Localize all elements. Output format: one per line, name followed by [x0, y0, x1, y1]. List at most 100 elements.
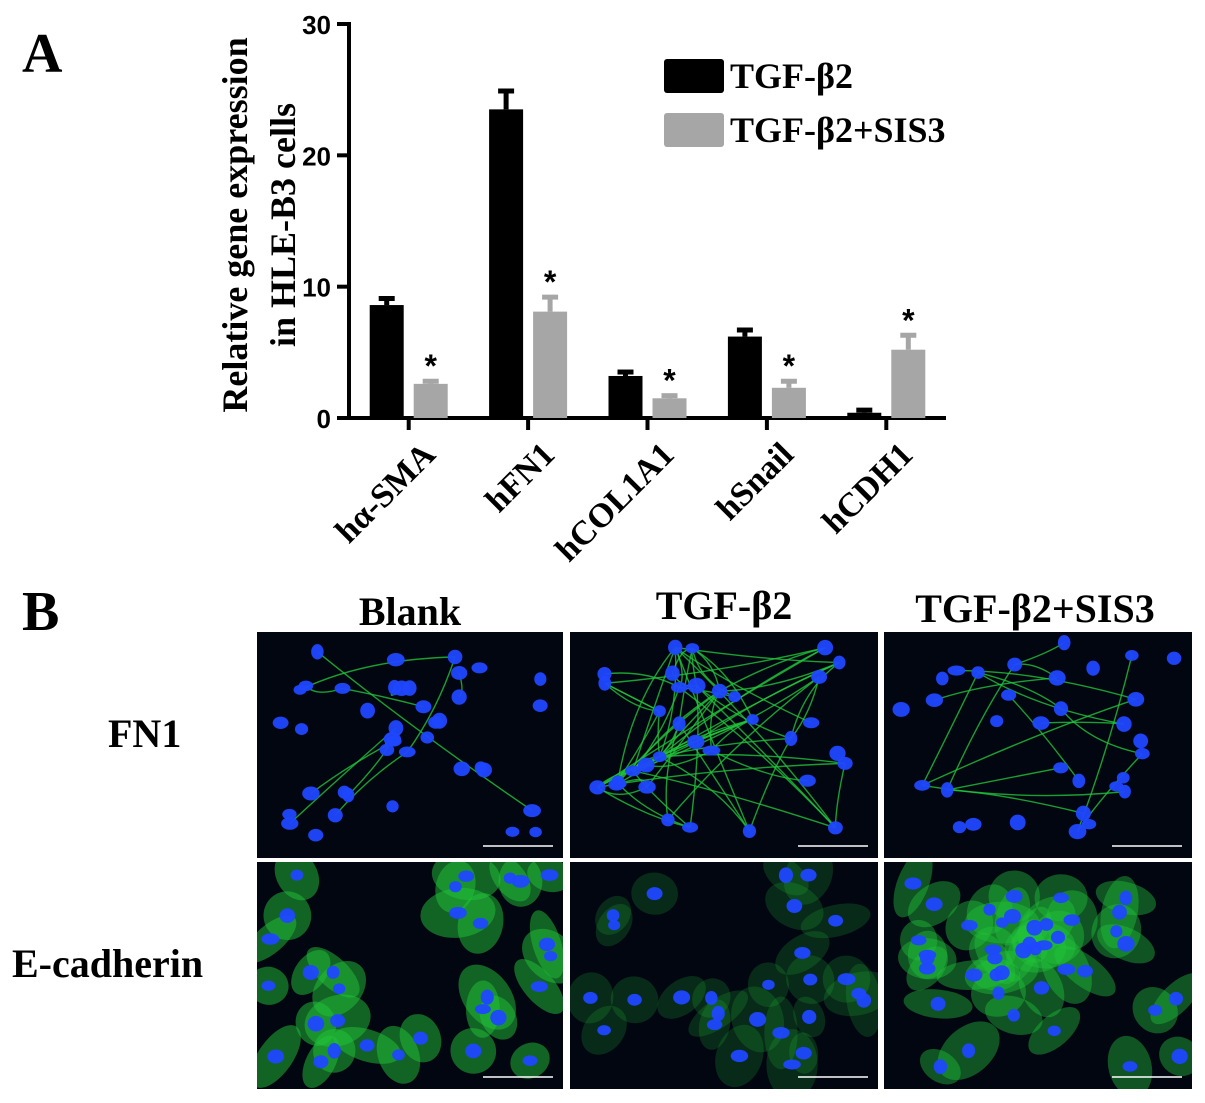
fibronectin-strand: [790, 661, 840, 739]
micrograph-image: [893, 862, 1192, 1089]
cell-nucleus: [637, 757, 655, 773]
micrograph-image: [570, 862, 878, 1089]
column-header-tgf-b2: TGF-β2: [655, 583, 793, 628]
cell-nucleus: [992, 986, 1005, 1000]
cell-nucleus: [1026, 919, 1043, 936]
cell-nucleus: [1004, 909, 1021, 924]
legend-swatch-tgf-b2-sis3: [664, 113, 724, 147]
cell-nucleus: [653, 705, 666, 718]
cell-nucleus: [451, 666, 468, 680]
cell-nucleus: [837, 756, 853, 770]
cell-nucleus: [682, 822, 699, 833]
cell-nucleus: [762, 979, 775, 990]
fibronectin-strand: [617, 710, 661, 782]
cell-nucleus: [800, 868, 817, 882]
micrograph-fn1-blank: [257, 632, 563, 858]
cell-cytoplasm: [766, 1029, 818, 1089]
cell-nucleus: [817, 639, 834, 656]
cell-nucleus: [458, 870, 475, 882]
cell-nucleus: [332, 983, 346, 995]
cell-nucleus: [961, 919, 978, 931]
cell-nucleus: [453, 761, 471, 777]
cell-nucleus: [1081, 818, 1097, 830]
cell-nucleus: [359, 1039, 375, 1052]
cell-nucleus: [687, 734, 705, 750]
cell-nucleus: [1007, 657, 1023, 672]
column-header-tgf-b2-sis3: TGF-β2+SIS3: [915, 586, 1155, 631]
cell-nucleus: [803, 973, 818, 986]
bar: [847, 412, 882, 418]
fibronectin-strand: [674, 646, 812, 724]
cell-nucleus: [687, 677, 706, 694]
bar: [369, 305, 404, 418]
cell-nucleus: [990, 715, 1004, 728]
cell-nucleus: [393, 680, 410, 697]
cell-nucleus: [661, 813, 675, 827]
cell-nucleus: [281, 817, 299, 830]
cell-nucleus: [290, 869, 304, 881]
bar: [533, 311, 568, 418]
cell-nucleus: [1039, 918, 1054, 931]
fibronectin-strand: [316, 651, 533, 812]
cell-nucleus: [298, 680, 314, 692]
cell-nucleus: [1133, 733, 1149, 749]
cell-nucleus: [1053, 701, 1069, 717]
cell-nucleus: [705, 990, 718, 1005]
cell-nucleus: [313, 1055, 329, 1069]
cell-nucleus: [665, 665, 680, 681]
fibronectin-strand: [1014, 642, 1065, 666]
cell-nucleus: [811, 669, 828, 684]
cell-nucleus: [746, 714, 759, 725]
cell-nucleus: [749, 1011, 767, 1027]
cell-nucleus: [272, 716, 289, 729]
cell-nucleus: [1119, 890, 1133, 906]
cell-nucleus: [627, 993, 642, 1006]
cell-nucleus: [730, 1049, 749, 1063]
cell-nucleus: [711, 1005, 725, 1022]
cell-nucleus: [1005, 889, 1023, 903]
cell-nucleus: [910, 935, 927, 946]
fibronectin-strand: [719, 661, 840, 692]
cell-nucleus: [711, 683, 728, 699]
cell-nucleus: [971, 666, 985, 679]
y-tick-label: 30: [302, 10, 331, 40]
cell-nucleus: [589, 780, 606, 795]
cell-nucleus: [728, 691, 741, 703]
micrograph-image: [272, 644, 553, 847]
cell-nucleus: [1116, 716, 1132, 732]
cell-nucleus: [1127, 691, 1145, 707]
cell-nucleus: [936, 671, 949, 686]
x-tick-label: hFN1: [479, 436, 563, 520]
cell-nucleus: [940, 782, 954, 798]
cell-nucleus: [1053, 892, 1069, 904]
y-tick-label: 10: [302, 273, 331, 303]
micrograph-ecad-tgf-b2: [570, 862, 878, 1089]
significance-star: *: [902, 302, 915, 338]
cell-nucleus: [522, 1055, 538, 1066]
micrograph-ecad-blank: [257, 862, 563, 1089]
fibronectin-strand: [711, 749, 808, 782]
cell-nucleus: [1022, 936, 1037, 952]
cell-nucleus: [784, 730, 798, 746]
cell-nucleus: [420, 731, 435, 744]
micrograph-fn1-tgf-b2-sis3: [884, 632, 1192, 858]
cell-nucleus: [802, 717, 820, 729]
cell-nucleus: [1072, 773, 1086, 789]
cell-nucleus: [646, 887, 663, 901]
cell-nucleus: [388, 720, 404, 737]
cell-nucleus: [334, 682, 351, 694]
fibronectin-strand: [646, 690, 721, 788]
fibronectin-strand: [604, 682, 660, 712]
micrograph-ecad-tgf-b2-sis3: [884, 862, 1192, 1089]
cell-nucleus: [1063, 914, 1081, 926]
fibronectin-strand: [674, 647, 751, 832]
fibronectin-strand: [597, 762, 846, 789]
cell-nucleus: [1086, 660, 1100, 676]
cell-nucleus: [1001, 689, 1017, 701]
cell-nucleus: [1122, 1061, 1138, 1072]
cell-nucleus: [965, 817, 982, 831]
panel-a-label: A: [22, 23, 63, 85]
cell-nucleus: [413, 1031, 428, 1045]
cell-nucleus: [1117, 935, 1135, 952]
fibronectin-strand: [1008, 694, 1080, 782]
